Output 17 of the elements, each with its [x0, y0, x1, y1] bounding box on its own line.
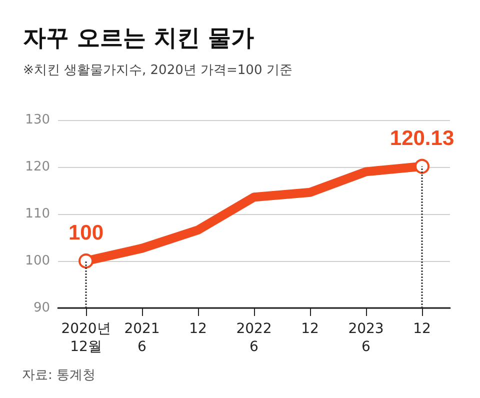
y-tick-label: 100 [25, 254, 50, 268]
y-tick-label: 110 [25, 206, 50, 222]
data-label: 100 [68, 222, 104, 244]
y-tick-label: 130 [25, 112, 50, 128]
text: 자료: 통계청 [22, 368, 96, 383]
x-tick-label: 2022 6 [236, 321, 272, 355]
x-tick-label: 2023 6 [348, 321, 384, 355]
chart-subtitle: ※치킨 생활물가지수, 2020년 가격=100 기준 [23, 63, 292, 78]
x-tick-label: 12 [413, 321, 431, 337]
x-tick-label: 2020년 12월 [61, 321, 111, 355]
x-tick-label: 12 [301, 321, 319, 337]
chart-title: 자꾸 오르는 치킨 물가 [23, 26, 254, 52]
y-tick-label: 120 [25, 160, 50, 174]
x-tick-label: 2021 6 [124, 321, 160, 355]
data-label: 120.13 [390, 126, 454, 150]
x-tick-label: 12 [189, 321, 207, 337]
y-tick-label: 90 [33, 300, 50, 316]
